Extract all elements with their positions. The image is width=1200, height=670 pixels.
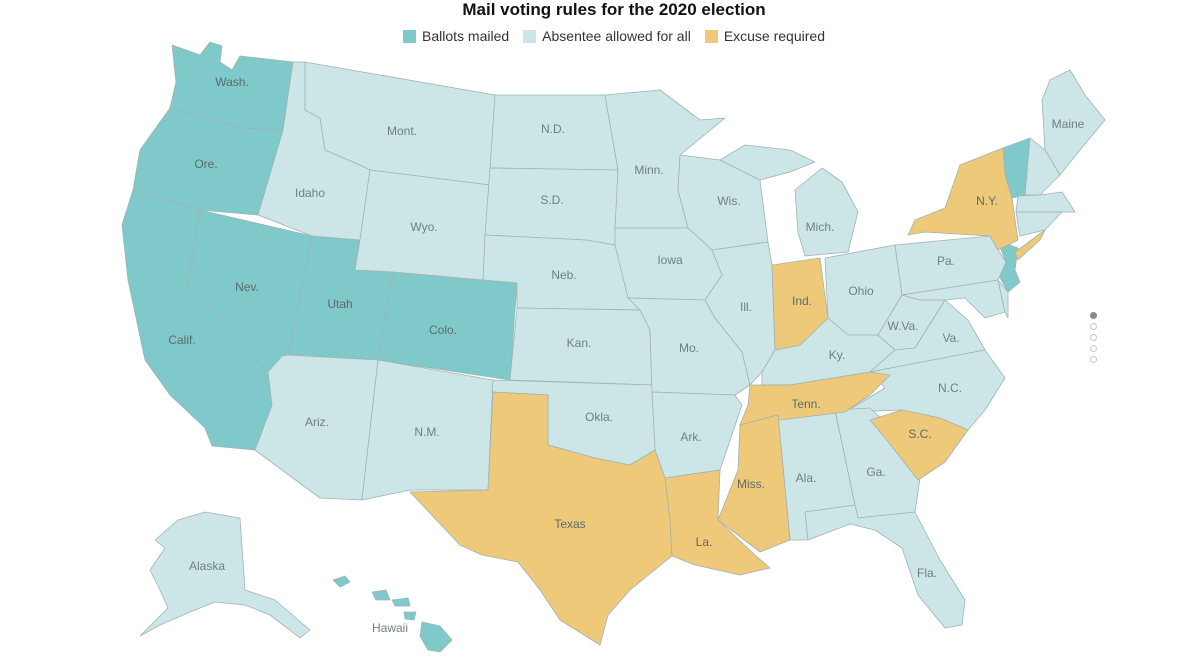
label-ar: Ark. <box>680 430 701 444</box>
label-fl: Fla. <box>917 566 937 580</box>
label-la: La. <box>696 535 713 549</box>
label-pa: Pa. <box>937 254 955 268</box>
label-ny: N.Y. <box>976 194 998 208</box>
label-me: Maine <box>1052 117 1085 131</box>
state-de[interactable] <box>997 279 1009 319</box>
label-ga: Ga. <box>866 465 885 479</box>
state-mi-up[interactable] <box>719 144 816 181</box>
legend-item-ballots-mailed: Ballots mailed <box>403 28 509 44</box>
label-ks: Kan. <box>567 336 592 350</box>
state-hi-oahu[interactable] <box>332 575 351 588</box>
pagination-dot[interactable] <box>1090 356 1097 363</box>
label-nd: N.D. <box>541 122 565 136</box>
label-id: Idaho <box>295 186 325 200</box>
label-mo: Mo. <box>679 341 699 355</box>
state-ak[interactable] <box>139 511 311 639</box>
label-wa: Wash. <box>215 75 249 89</box>
legend-swatch <box>523 29 537 43</box>
legend-label: Ballots mailed <box>422 28 510 44</box>
label-ms: Miss. <box>737 477 765 491</box>
legend-swatch <box>704 29 718 43</box>
state-ny[interactable] <box>907 147 1019 251</box>
label-wy: Wyo. <box>410 220 437 234</box>
state-nh[interactable] <box>1024 137 1061 196</box>
state-ms[interactable] <box>717 414 791 553</box>
label-il: Ill. <box>740 300 752 314</box>
label-ok: Okla. <box>585 410 613 424</box>
label-nc: N.C. <box>938 381 962 395</box>
legend-label: Excuse required <box>723 28 825 44</box>
category-excuse-required <box>409 147 1046 646</box>
state-hi-lanai[interactable] <box>403 611 417 621</box>
label-tn: Tenn. <box>791 397 820 411</box>
legend-item-excuse: Excuse required <box>704 28 825 44</box>
label-nm: N.M. <box>414 425 439 439</box>
state-nm[interactable] <box>361 359 494 501</box>
state-labels: Wash. Ore. Calif. Nev. Utah Colo. Hawaii… <box>168 75 1084 635</box>
label-ky: Ky. <box>829 348 845 362</box>
label-mi: Mich. <box>806 220 835 234</box>
label-ak: Alaska <box>189 559 225 573</box>
pagination-dot[interactable] <box>1090 345 1097 352</box>
map-title: Mail voting rules for the 2020 election <box>462 0 766 19</box>
state-tx[interactable] <box>409 391 673 646</box>
label-hi: Hawaii <box>372 621 408 635</box>
state-hi-molokai[interactable] <box>391 597 411 607</box>
pagination-dots <box>1090 312 1097 363</box>
label-or: Ore. <box>194 157 217 171</box>
state-tn[interactable] <box>739 371 891 426</box>
label-ia: Iowa <box>657 253 683 267</box>
label-ne: Neb. <box>551 268 576 282</box>
state-ny-li[interactable] <box>1014 229 1046 261</box>
label-al: Ala. <box>796 471 817 485</box>
state-fl[interactable] <box>804 504 966 629</box>
label-oh: Ohio <box>848 284 874 298</box>
state-hi-maui[interactable] <box>371 589 391 601</box>
pagination-dot[interactable] <box>1090 323 1097 330</box>
state-sc[interactable] <box>869 409 969 481</box>
legend: Ballots mailed Absentee allowed for all … <box>0 28 1200 44</box>
label-wi: Wis. <box>717 194 740 208</box>
label-az: Ariz. <box>305 415 329 429</box>
label-mn: Minn. <box>634 163 663 177</box>
state-ct-ri[interactable] <box>1015 211 1063 237</box>
legend-item-absentee: Absentee allowed for all <box>523 28 691 44</box>
label-sc: S.C. <box>908 427 931 441</box>
legend-swatch <box>403 29 416 43</box>
label-va: Va. <box>942 331 959 345</box>
pagination-dot[interactable] <box>1090 334 1097 341</box>
label-in: Ind. <box>792 294 812 308</box>
legend-label: Absentee allowed for all <box>542 28 691 44</box>
label-ut: Utah <box>327 297 352 311</box>
label-tx: Texas <box>554 517 585 531</box>
label-mt: Mont. <box>387 124 417 138</box>
label-sd: S.D. <box>540 193 563 207</box>
label-ca: Calif. <box>168 333 195 347</box>
state-hi-big-island[interactable] <box>419 621 453 653</box>
pagination-dot[interactable] <box>1090 312 1097 319</box>
label-co: Colo. <box>429 323 457 337</box>
label-nv: Nev. <box>235 280 259 294</box>
state-in[interactable] <box>771 257 829 351</box>
state-me[interactable] <box>1041 69 1106 176</box>
state-mi[interactable] <box>794 167 859 257</box>
category-absentee <box>139 61 1106 639</box>
label-wv: W.Va. <box>887 319 918 333</box>
